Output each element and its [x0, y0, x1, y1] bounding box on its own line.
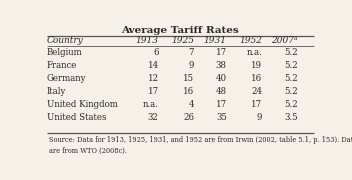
Text: 38: 38 [216, 61, 227, 70]
Text: 26: 26 [183, 113, 194, 122]
Text: 3.5: 3.5 [284, 113, 298, 122]
Text: 9: 9 [189, 61, 194, 70]
Text: 17: 17 [216, 48, 227, 57]
Text: Average Tariff Rates: Average Tariff Rates [121, 26, 239, 35]
Text: 17: 17 [216, 100, 227, 109]
Text: n.a.: n.a. [246, 48, 262, 57]
Text: 5.2: 5.2 [284, 48, 298, 57]
Text: 1952: 1952 [239, 36, 262, 45]
Text: 14: 14 [147, 61, 159, 70]
Text: Belgium: Belgium [47, 48, 82, 57]
Text: Country: Country [47, 36, 83, 45]
Text: 9: 9 [257, 113, 262, 122]
Text: 15: 15 [183, 74, 194, 83]
Text: 12: 12 [147, 74, 159, 83]
Text: 40: 40 [216, 74, 227, 83]
Text: 6: 6 [153, 48, 159, 57]
Text: 16: 16 [183, 87, 194, 96]
Text: Italy: Italy [47, 87, 66, 96]
Text: 5.2: 5.2 [284, 74, 298, 83]
Text: 17: 17 [251, 100, 262, 109]
Text: 16: 16 [251, 74, 262, 83]
Text: United States: United States [47, 113, 106, 122]
Text: 32: 32 [148, 113, 159, 122]
Text: United Kingdom: United Kingdom [47, 100, 118, 109]
Text: 5.2: 5.2 [284, 87, 298, 96]
Text: 24: 24 [251, 87, 262, 96]
Text: Source: Data for 1913, 1925, 1931, and 1952 are from Irwin (2002, table 5.1, p. : Source: Data for 1913, 1925, 1931, and 1… [49, 136, 352, 154]
Text: 7: 7 [189, 48, 194, 57]
Text: 5.2: 5.2 [284, 100, 298, 109]
Text: 17: 17 [147, 87, 159, 96]
Text: 35: 35 [216, 113, 227, 122]
Text: 4: 4 [189, 100, 194, 109]
Text: 5.2: 5.2 [284, 61, 298, 70]
Text: 1925: 1925 [171, 36, 194, 45]
Text: France: France [47, 61, 77, 70]
Text: 19: 19 [251, 61, 262, 70]
Text: 1913: 1913 [136, 36, 159, 45]
Text: 48: 48 [216, 87, 227, 96]
Text: Germany: Germany [47, 74, 86, 83]
Text: 2007ᵃ: 2007ᵃ [271, 36, 298, 45]
Text: 1931: 1931 [204, 36, 227, 45]
Text: n.a.: n.a. [143, 100, 159, 109]
